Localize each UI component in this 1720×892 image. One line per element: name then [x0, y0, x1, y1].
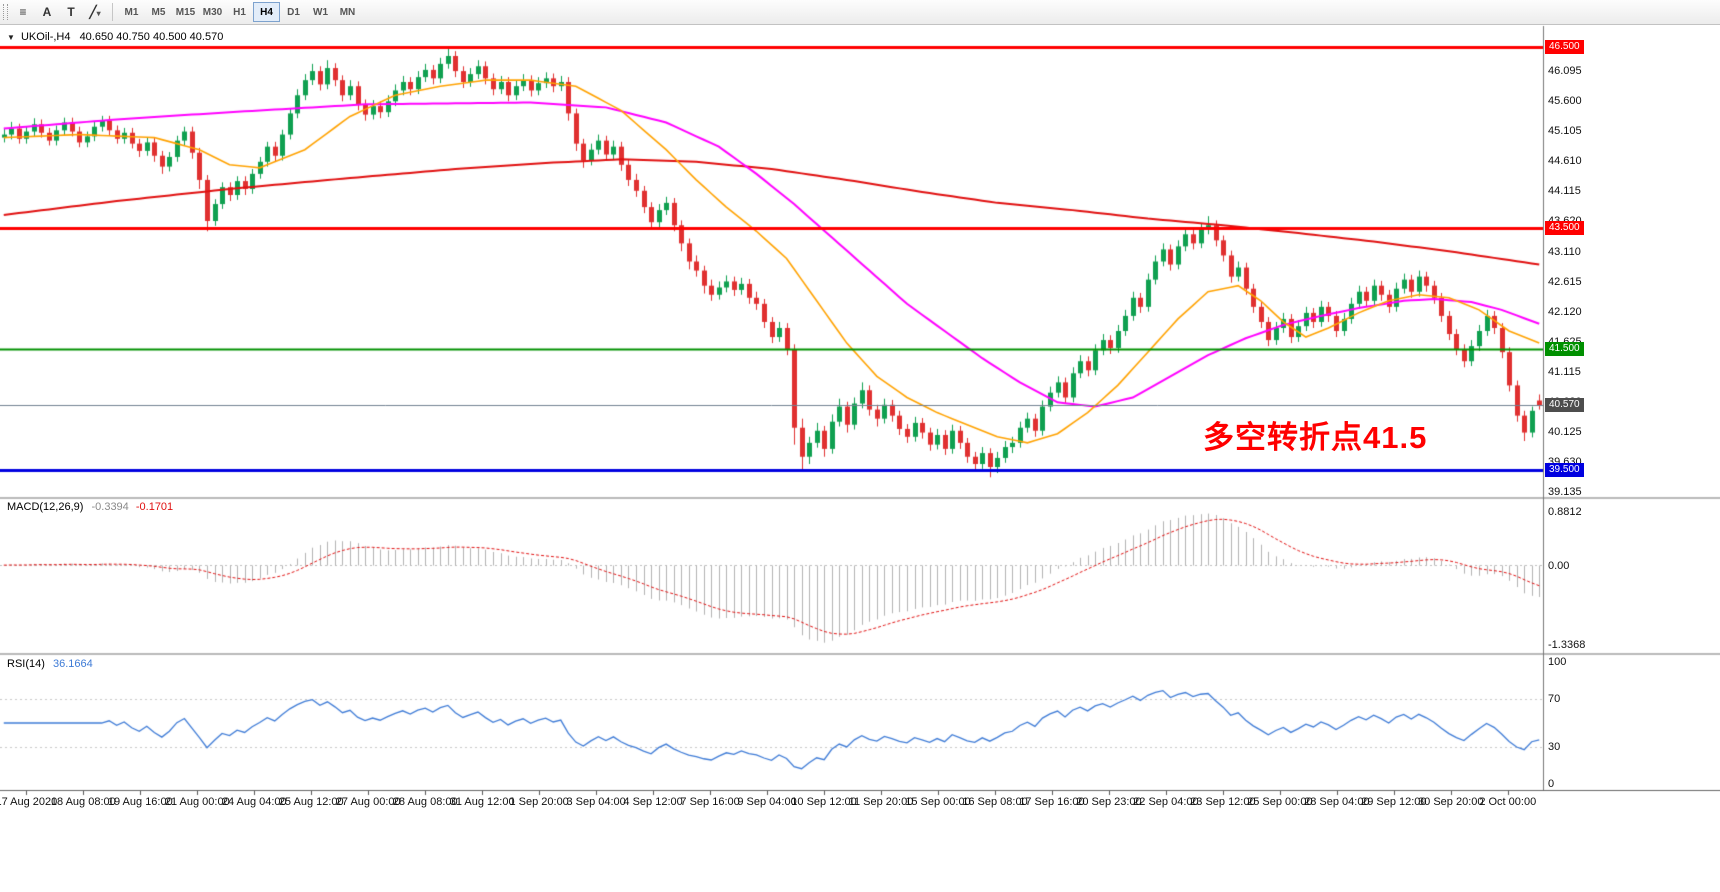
price-axis-tick: 42.120	[1548, 305, 1582, 318]
macd-indicator-label: MACD(12,26,9) -0.3394 -0.1701	[7, 501, 173, 513]
time-axis-label: 18 Aug 08:00	[50, 796, 116, 808]
price-line-badge: 46.500	[1545, 39, 1584, 54]
timeframe-m30-button[interactable]: M30	[199, 2, 226, 22]
time-axis-label: 20 Sep 23:00	[1076, 796, 1142, 808]
symbol-period-text: UKOil-,H4	[20, 31, 71, 43]
time-axis-label: 19 Aug 16:00	[107, 796, 173, 808]
current-price-badge: 40.570	[1545, 398, 1584, 413]
toolbar: ≡ A T ╱▾ M1 M5 M15 M30 H1 H4 D1 W1 MN	[0, 0, 1720, 25]
rsi-indicator-label: RSI(14) 36.1664	[7, 658, 93, 670]
time-axis-label: 9 Sep 04:00	[737, 796, 797, 808]
time-axis-label: 17 Aug 2020	[0, 796, 58, 808]
time-axis-label: 22 Sep 04:00	[1133, 796, 1199, 808]
price-axis-tick: 42.615	[1548, 275, 1582, 288]
macd-name: MACD(12,26,9)	[7, 501, 84, 513]
time-axis-label: 11 Sep 20:00	[848, 796, 914, 808]
text-annotation-button[interactable]: A	[35, 2, 59, 22]
price-axis-tick: 30	[1548, 741, 1561, 754]
timeframe-m15-button[interactable]: M15	[172, 2, 199, 22]
price-axis-tick: 45.600	[1548, 95, 1582, 108]
price-axis-tick: 45.105	[1548, 125, 1582, 138]
time-axis-label: 17 Sep 16:00	[1019, 796, 1085, 808]
time-axis-label: 30 Sep 20:00	[1418, 796, 1484, 808]
price-axis-tick: -1.3368	[1548, 639, 1586, 651]
time-axis-label: 7 Sep 16:00	[680, 796, 740, 808]
macd-signal-value: -0.1701	[135, 501, 174, 513]
time-axis-label: 23 Sep 12:00	[1190, 796, 1256, 808]
macd-main-value: -0.3394	[91, 501, 129, 513]
dropdown-arrow-icon: ▾	[96, 9, 101, 18]
price-axis-tick: 0.00	[1548, 559, 1570, 572]
timeframe-h4-button[interactable]: H4	[253, 2, 280, 22]
price-line-badge: 39.500	[1545, 463, 1584, 478]
price-axis-tick: 40.125	[1548, 426, 1582, 439]
time-axis-label: 15 Sep 00:00	[905, 796, 971, 808]
timeframes-group: M1 M5 M15 M30 H1 H4 D1 W1 MN	[118, 2, 361, 22]
time-axis-label: 25 Aug 12:00	[278, 796, 344, 808]
price-axis-tick: 70	[1548, 692, 1561, 705]
time-axis-label: 29 Sep 12:00	[1361, 796, 1427, 808]
time-axis-label: 31 Aug 12:00	[449, 796, 515, 808]
timeframe-d1-button[interactable]: D1	[280, 2, 307, 22]
time-axis-label: 3 Sep 04:00	[566, 796, 626, 808]
time-axis[interactable]: 17 Aug 2020 18 Aug 08:00 19 Aug 16:00 21 Au…	[0, 791, 1544, 815]
price-axis[interactable]: 46.09545.60045.10544.61044.11543.62043.1…	[1544, 0, 1720, 892]
rsi-name: RSI(14)	[7, 658, 45, 670]
toolbar-grip[interactable]	[3, 4, 8, 20]
time-axis-label: 2 Oct 00:00	[1479, 796, 1537, 808]
timeframe-mn-button[interactable]: MN	[334, 2, 361, 22]
text-label-button[interactable]: T	[59, 2, 83, 22]
symbol-collapse-icon[interactable]: ▼	[7, 33, 15, 42]
price-axis-tick: 39.135	[1548, 486, 1582, 499]
chart-shift-button[interactable]: ≡	[11, 2, 35, 22]
bar-ohlc-values: 40.650 40.750 40.500 40.570	[79, 31, 224, 43]
timeframe-m1-button[interactable]: M1	[118, 2, 145, 22]
time-axis-label: 4 Sep 12:00	[623, 796, 683, 808]
price-axis-tick: 46.095	[1548, 65, 1582, 78]
timeframe-m5-button[interactable]: M5	[145, 2, 172, 22]
time-axis-label: 24 Aug 04:00	[221, 796, 287, 808]
timeframe-h1-button[interactable]: H1	[226, 2, 253, 22]
time-axis-label: 1 Sep 20:00	[509, 796, 569, 808]
price-line-badge: 41.500	[1545, 342, 1584, 357]
rsi-value: 36.1664	[52, 658, 93, 670]
price-axis-tick: 100	[1548, 656, 1567, 668]
chart-annotation-text: 多空转折点41.5	[1203, 420, 1428, 455]
price-axis-tick: 43.110	[1548, 245, 1581, 258]
time-axis-label: 21 Aug 00:00	[164, 796, 230, 808]
time-axis-label: 27 Aug 00:00	[335, 796, 401, 808]
time-axis-label: 16 Sep 08:00	[962, 796, 1028, 808]
time-axis-label: 10 Sep 12:00	[791, 796, 857, 808]
price-axis-tick: 0	[1548, 778, 1555, 790]
time-axis-label: 28 Sep 04:00	[1304, 796, 1370, 808]
toolbar-separator	[112, 3, 113, 21]
price-axis-tick: 41.115	[1548, 366, 1581, 379]
price-line-badge: 43.500	[1545, 221, 1584, 236]
price-axis-tick: 0.8812	[1548, 506, 1582, 518]
drawing-tools-group: ≡ A T ╱▾	[11, 2, 107, 22]
line-studies-button[interactable]: ╱▾	[83, 2, 107, 22]
timeframe-w1-button[interactable]: W1	[307, 2, 334, 22]
symbol-ohlc-label: ▼ UKOil-,H4 40.650 40.750 40.500 40.570	[7, 31, 223, 43]
price-axis-tick: 44.115	[1548, 185, 1581, 198]
time-axis-label: 28 Aug 08:00	[392, 796, 458, 808]
price-axis-tick: 44.610	[1548, 155, 1582, 168]
time-axis-label: 25 Sep 00:00	[1247, 796, 1313, 808]
